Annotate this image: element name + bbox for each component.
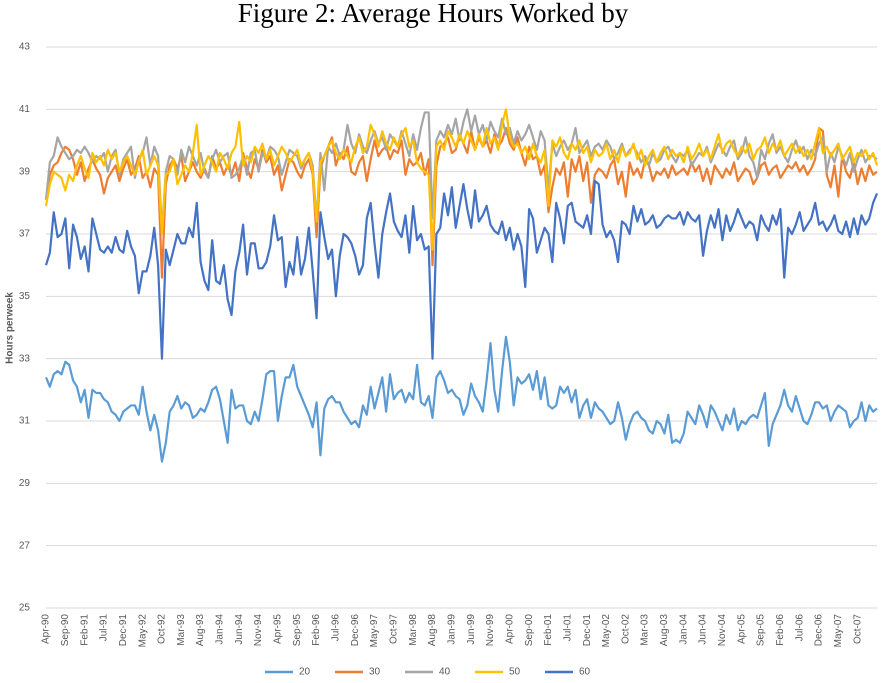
- x-tick-label: Oct-92: [157, 614, 168, 644]
- x-tick-label: Apr-00: [504, 614, 515, 644]
- x-tick-label: Nov-04: [717, 614, 728, 647]
- legend-label: 60: [579, 667, 591, 678]
- x-tick-label: Oct-07: [852, 614, 863, 644]
- x-tick-label: Apr-95: [273, 614, 284, 644]
- x-tick-label: Jan-04: [678, 614, 689, 645]
- x-tick-label: Feb-01: [543, 614, 554, 646]
- x-tick-label: Mar-03: [640, 614, 651, 646]
- x-tick-label: Feb-96: [311, 614, 322, 646]
- x-tick-label: Jul-01: [562, 614, 573, 642]
- x-tick-label: Dec-01: [582, 614, 593, 647]
- x-tick-label: May-02: [601, 614, 612, 648]
- x-tick-label: Dec-91: [118, 614, 129, 647]
- y-axis-label: Hours perweek: [5, 292, 16, 364]
- series-line: [44, 335, 878, 463]
- x-tick-label: Jun-94: [234, 614, 245, 645]
- x-tick-label: Jun-99: [466, 614, 477, 645]
- x-tick-label: Nov-94: [253, 614, 264, 647]
- x-tick-label: Sep-05: [756, 614, 767, 647]
- series-line: [44, 179, 879, 360]
- x-tick-label: Jan-94: [215, 614, 226, 645]
- x-tick-label: Aug-03: [659, 614, 670, 647]
- x-tick-label: May-07: [833, 614, 844, 648]
- series-line: [44, 108, 879, 251]
- chart-title: Figure 2: Average Hours Worked by: [238, 0, 629, 28]
- x-tick-label: Feb-06: [775, 614, 786, 646]
- x-tick-label: Mar-93: [176, 614, 187, 646]
- y-tick-label: 37: [19, 229, 31, 240]
- y-tick-label: 31: [19, 416, 31, 427]
- x-tick-label: Jun-04: [698, 614, 709, 645]
- x-tick-label: Aug-93: [195, 614, 206, 647]
- series-line: [44, 108, 878, 232]
- y-tick-label: 29: [19, 478, 31, 489]
- legend-label: 50: [509, 667, 521, 678]
- x-tick-label: Feb-91: [79, 614, 90, 646]
- x-tick-label: May-92: [137, 614, 148, 648]
- x-tick-label: Apr-05: [736, 614, 747, 644]
- x-tick-label: Dec-96: [350, 614, 361, 647]
- x-tick-label: Dec-06: [814, 614, 825, 647]
- legend-label: 20: [299, 667, 311, 678]
- y-tick-label: 25: [19, 603, 31, 614]
- x-tick-label: Sep-90: [60, 614, 71, 647]
- x-tick-label: Jul-96: [331, 614, 342, 642]
- y-tick-label: 39: [19, 166, 31, 177]
- y-tick-label: 33: [19, 353, 31, 364]
- x-tick-label: Jan-99: [446, 614, 457, 645]
- x-tick-label: Oct-02: [620, 614, 631, 644]
- series-line: [44, 126, 878, 279]
- legend-label: 30: [369, 667, 381, 678]
- x-tick-label: Apr-90: [41, 614, 52, 644]
- x-tick-label: Nov-99: [485, 614, 496, 647]
- x-tick-label: Aug-98: [427, 614, 438, 647]
- y-tick-label: 27: [19, 540, 31, 551]
- x-tick-label: May-97: [369, 614, 380, 648]
- y-tick-label: 35: [19, 291, 31, 302]
- x-tick-label: Sep-00: [524, 614, 535, 647]
- legend-label: 40: [439, 667, 451, 678]
- x-tick-label: Sep-95: [292, 614, 303, 647]
- x-tick-label: Oct-97: [389, 614, 400, 644]
- x-tick-label: Jul-06: [794, 614, 805, 642]
- x-tick-label: Jul-91: [99, 614, 110, 642]
- x-tick-label: Mar-98: [408, 614, 419, 646]
- y-tick-label: 41: [19, 104, 31, 115]
- y-tick-label: 43: [19, 42, 31, 53]
